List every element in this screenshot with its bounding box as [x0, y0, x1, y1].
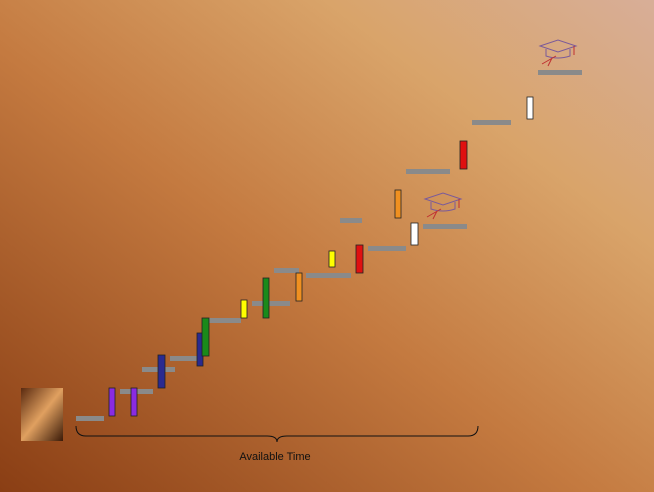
colored-bars [108, 96, 534, 417]
graduation-cap-icon [423, 192, 463, 220]
child-photo [21, 388, 63, 441]
graduation-cap-icon [538, 39, 578, 67]
axis-label: Available Time [239, 451, 310, 463]
brace [75, 425, 479, 443]
